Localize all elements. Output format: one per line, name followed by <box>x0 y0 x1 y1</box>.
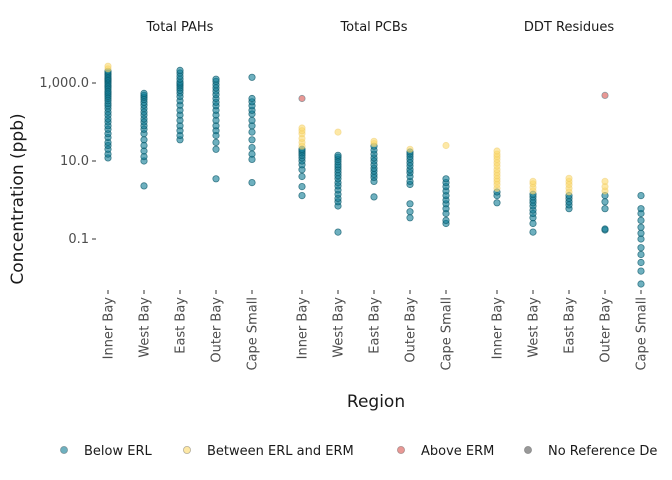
data-point <box>140 89 148 98</box>
facet-title: DDT Residues <box>524 20 614 35</box>
legend-swatch <box>182 445 191 454</box>
data-point <box>298 183 306 191</box>
data-point <box>601 205 609 213</box>
data-point <box>529 177 537 185</box>
x-tick-label: West Bay <box>138 297 153 358</box>
y-axis-title: Concentration (ppb) <box>8 113 28 284</box>
data-point <box>248 150 256 158</box>
data-point <box>248 128 256 136</box>
data-point <box>140 136 148 144</box>
legend-label: Below ERL <box>84 444 152 459</box>
legend-swatch <box>524 445 533 454</box>
data-point <box>565 174 573 182</box>
x-axis: Inner Bay West Bay East Bay Outer Bay Cape S… <box>102 290 650 371</box>
x-axis-title: Region <box>347 392 405 412</box>
data-point <box>298 192 306 200</box>
data-point <box>370 193 378 201</box>
facet-title: Total PCBs <box>339 20 407 35</box>
legend-label: No Reference De <box>548 444 657 459</box>
y-tick-label: 0.1 <box>68 232 89 247</box>
data-point <box>601 91 609 100</box>
data-point <box>406 214 414 222</box>
data-point <box>176 66 184 75</box>
x-tick-label: Inner Bay <box>102 297 117 360</box>
data-point <box>493 147 501 155</box>
data-point <box>637 258 645 267</box>
data-point <box>298 94 306 103</box>
data-point <box>370 137 378 145</box>
data-point <box>212 145 220 153</box>
x-tick-label: Cape Small <box>246 297 261 371</box>
data-point <box>637 223 645 231</box>
legend-swatch <box>60 445 69 454</box>
data-point <box>334 228 342 236</box>
data-point <box>442 216 450 224</box>
data-point <box>442 141 450 150</box>
data-point <box>601 177 609 185</box>
y-axis: 0.1 10.0 1,000.0 <box>39 76 96 247</box>
y-tick-label: 1,000.0 <box>39 76 89 91</box>
facet-title: Total PAHs <box>146 20 214 35</box>
data-point <box>529 228 537 236</box>
data-point <box>248 136 256 144</box>
x-tick-label: East Bay <box>174 297 189 354</box>
x-tick-label: Outer Bay <box>404 297 419 363</box>
x-tick-label: Outer Bay <box>210 297 225 363</box>
data-point <box>298 124 306 132</box>
x-tick-label: West Bay <box>527 297 542 358</box>
x-tick-label: East Bay <box>368 297 383 354</box>
data-points <box>104 62 645 288</box>
data-point <box>637 250 645 259</box>
legend-label: Between ERL and ERM <box>207 444 354 459</box>
data-point <box>248 179 256 187</box>
legend: Below ERL Between ERL and ERM Above ERM No … <box>60 444 657 459</box>
data-point <box>637 216 645 224</box>
data-point <box>248 94 256 103</box>
legend-label: Above ERM <box>421 444 494 459</box>
x-tick-label: Inner Bay <box>491 297 506 360</box>
facet-titles: Total PAHs Total PCBs DDT Residues <box>146 20 615 35</box>
data-point <box>493 199 501 207</box>
data-point <box>248 144 256 152</box>
data-point <box>334 128 342 136</box>
data-point <box>637 205 645 213</box>
data-point <box>212 75 220 83</box>
data-point <box>406 200 414 208</box>
data-point <box>248 73 256 81</box>
y-tick-label: 10.0 <box>60 154 89 169</box>
x-tick-label: Outer Bay <box>599 297 614 363</box>
x-tick-label: West Bay <box>332 297 347 358</box>
data-point <box>601 225 609 233</box>
x-tick-label: Cape Small <box>635 297 650 371</box>
data-point <box>104 62 112 70</box>
data-point <box>334 151 342 159</box>
data-point <box>140 182 148 190</box>
data-point <box>212 138 220 146</box>
x-tick-label: East Bay <box>563 297 578 354</box>
data-point <box>406 145 414 153</box>
data-point <box>406 208 414 216</box>
data-point <box>637 244 645 252</box>
data-point <box>442 175 450 183</box>
legend-swatch <box>396 445 405 454</box>
data-point <box>601 198 609 206</box>
data-point <box>248 116 256 125</box>
x-tick-label: Inner Bay <box>296 297 311 360</box>
x-tick-label: Cape Small <box>440 297 455 371</box>
data-point <box>637 229 645 237</box>
data-point <box>637 267 645 275</box>
data-point <box>212 175 220 183</box>
data-point <box>298 172 306 181</box>
data-point <box>637 280 645 288</box>
data-point <box>637 192 645 200</box>
